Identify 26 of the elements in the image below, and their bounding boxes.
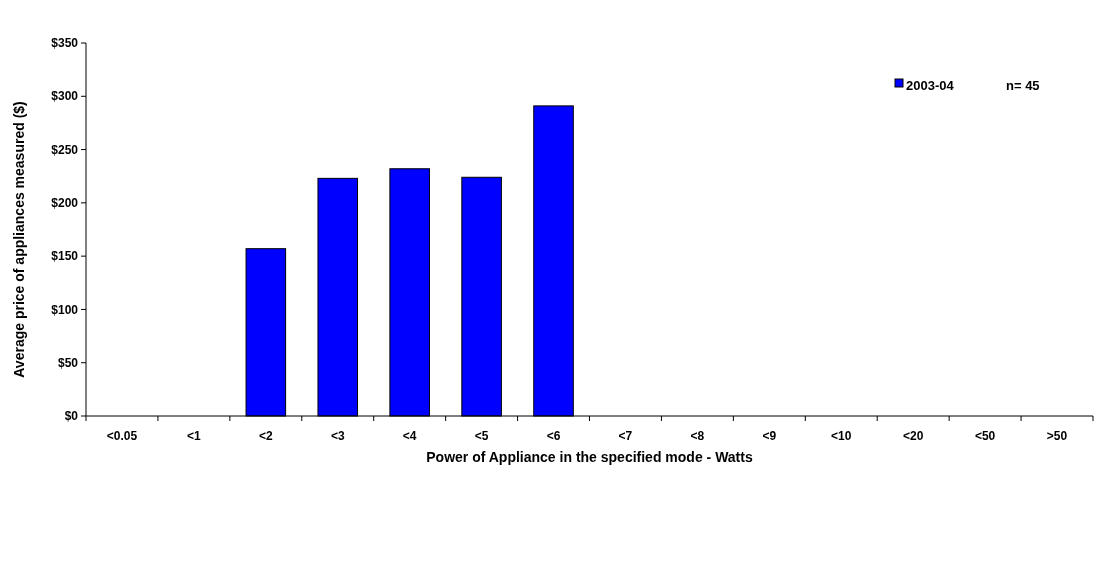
x-tick-label: >50: [1046, 429, 1068, 443]
x-tick-label: <50: [974, 429, 996, 443]
y-axis-title: Average price of appliances measured ($): [11, 101, 27, 378]
x-tick-label: <5: [474, 429, 489, 443]
x-tick-label: <9: [762, 429, 777, 443]
y-tick-label: $0: [64, 409, 79, 424]
x-tick-label: <1: [187, 429, 202, 443]
x-tick-label: <3: [330, 429, 345, 443]
x-tick-label: <4: [402, 429, 417, 443]
y-tick-label: $150: [51, 249, 79, 264]
y-tick-label: $350: [51, 36, 79, 51]
legend-label: 2003-04: [906, 77, 955, 93]
x-tick-label: <10: [831, 429, 852, 443]
y-tick-label: $300: [51, 89, 79, 104]
annotation: n= 45: [1006, 78, 1040, 93]
y-tick-label: $200: [51, 196, 79, 211]
x-tick-label: <20: [903, 429, 924, 443]
x-tick-label: <8: [690, 429, 705, 443]
y-tick-label: $100: [51, 302, 79, 317]
x-tick-label: <0.05: [106, 429, 138, 443]
y-tick-label: $250: [51, 142, 79, 157]
x-axis-title: Power of Appliance in the specified mode - Watts: [426, 449, 753, 465]
y-tick-label: $50: [57, 355, 79, 370]
x-tick-label: <7: [618, 429, 633, 443]
x-tick-label: <2: [258, 429, 273, 443]
x-tick-label: <6: [546, 429, 561, 443]
